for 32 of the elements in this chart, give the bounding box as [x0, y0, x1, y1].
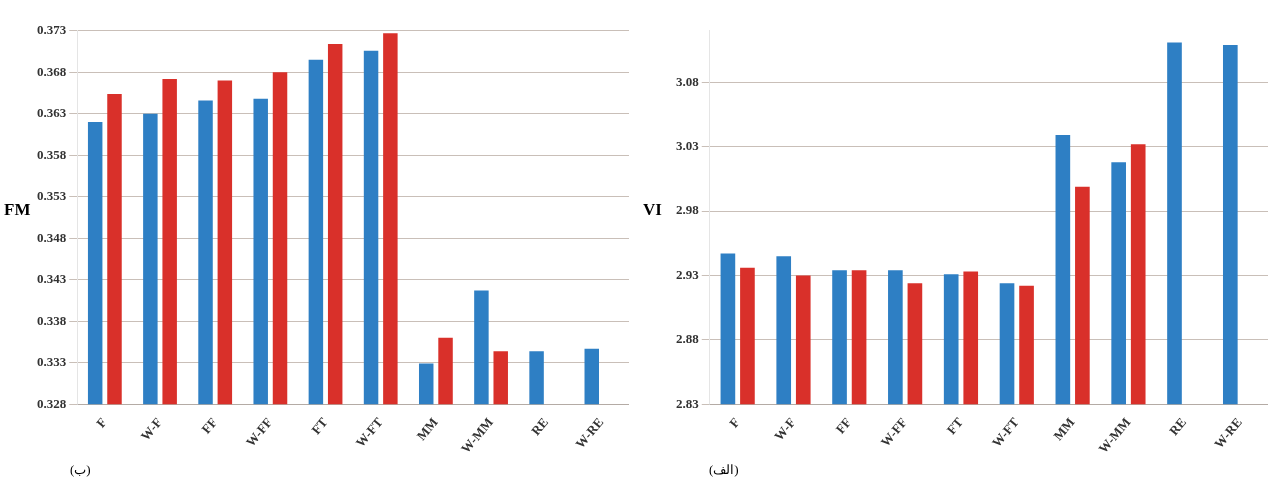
- y-tick-label: 2.88: [676, 331, 700, 347]
- y-tick-label: 0.358: [37, 146, 67, 162]
- x-tick-label: FT: [943, 414, 967, 438]
- x-tick-label: W-F: [770, 414, 799, 444]
- x-tick-label: RE: [528, 414, 552, 439]
- y-tick-label: 2.98: [676, 202, 700, 218]
- x-tick-label: RE: [1166, 414, 1190, 439]
- text: (ب): [70, 462, 91, 478]
- y-tick-label: 0.363: [37, 105, 67, 121]
- y-tick-label: 3.08: [676, 73, 700, 89]
- y-tick-label: 0.348: [37, 229, 67, 245]
- x-tick-label: FF: [198, 414, 221, 437]
- y-tick-label: 0.328: [37, 395, 67, 411]
- y-tick-label: 2.83: [676, 395, 700, 411]
- y-tick-label: 3.03: [676, 138, 700, 154]
- x-tick-label: FT: [308, 414, 331, 438]
- x-tick-label: W-F: [137, 414, 165, 444]
- y-tick-label: 0.333: [37, 354, 67, 370]
- x-tick-label: F: [725, 414, 743, 431]
- x-tick-label: F: [93, 414, 110, 431]
- x-tick-label: FF: [832, 414, 855, 437]
- x-tick-label: MM: [413, 414, 441, 444]
- y-tick-label: 0.373: [37, 22, 67, 38]
- y-tick-label: 0.343: [37, 271, 67, 287]
- x-tick-label: MM: [1050, 414, 1078, 444]
- y-tick-label: 2.93: [676, 266, 700, 282]
- y-tick-label: 0.368: [37, 63, 67, 79]
- y-axis-title: VI: [643, 200, 662, 220]
- text: (الف): [709, 462, 739, 478]
- y-axis-title: FM: [4, 200, 31, 220]
- y-tick-label: 0.353: [37, 188, 67, 204]
- y-tick-label: 0.338: [37, 312, 67, 328]
